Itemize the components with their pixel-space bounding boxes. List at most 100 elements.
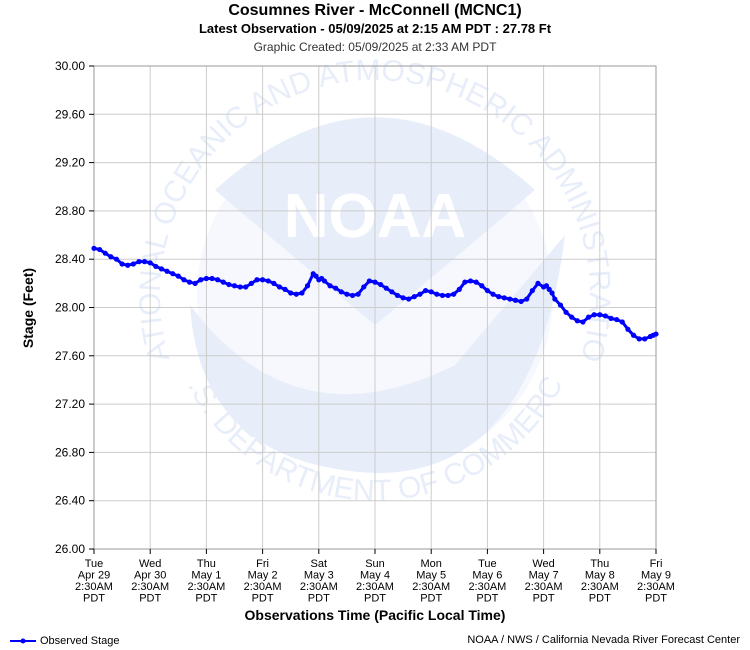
legend-label: Observed Stage — [40, 635, 120, 647]
data-point — [501, 295, 507, 301]
data-point — [614, 316, 620, 323]
data-point — [248, 280, 254, 286]
data-point — [349, 292, 356, 299]
data-point — [445, 292, 451, 299]
data-point — [271, 280, 277, 286]
data-point — [181, 277, 187, 283]
y-tick-label: 26.00 — [55, 542, 85, 556]
data-point — [91, 245, 97, 251]
data-point — [602, 313, 609, 319]
data-point — [153, 263, 159, 270]
x-tick-label: Fri May 2 2:30AM PDT — [244, 558, 282, 605]
data-point — [428, 289, 434, 295]
data-point — [608, 315, 614, 321]
data-point — [113, 256, 120, 262]
data-point — [344, 291, 350, 297]
data-point — [411, 294, 417, 300]
data-point — [372, 279, 378, 285]
data-point — [288, 290, 294, 296]
x-tick-label: Mon May 5 2:30AM PDT — [412, 558, 450, 605]
data-point — [108, 254, 114, 260]
watermark-wave — [190, 235, 565, 474]
data-point — [535, 280, 541, 286]
data-point — [518, 298, 524, 305]
data-point — [597, 312, 603, 318]
data-point — [383, 285, 389, 291]
data-point — [552, 296, 558, 302]
data-point — [293, 291, 299, 297]
data-point — [333, 285, 339, 291]
x-tick-label: Thu May 8 2:30AM PDT — [581, 558, 619, 605]
data-point — [147, 260, 153, 266]
data-point — [625, 326, 631, 332]
data-point — [192, 280, 198, 286]
data-point — [434, 291, 440, 297]
data-point — [630, 332, 637, 338]
data-point — [490, 291, 496, 297]
x-tick-label: Wed May 7 2:30AM PDT — [525, 558, 563, 605]
credit-text: NOAA / NWS / California Nevada River For… — [467, 634, 740, 646]
data-point — [237, 284, 243, 290]
series-line — [93, 246, 657, 341]
data-point — [549, 290, 555, 296]
data-point — [580, 319, 586, 325]
x-tick-label: Sat May 3 2:30AM PDT — [300, 558, 338, 605]
data-point — [186, 279, 193, 285]
data-point — [164, 268, 170, 274]
data-point — [203, 275, 209, 282]
noaa-watermark: NOAANATIONAL OCEANIC AND ATMOSPHERIC ADM… — [0, 0, 616, 508]
data-point — [276, 284, 283, 290]
data-point — [97, 246, 103, 253]
data-point — [338, 289, 344, 295]
y-tick-label: 30.00 — [55, 59, 85, 73]
latest-observation: Latest Observation - 05/09/2025 at 2:15 … — [198, 21, 552, 36]
y-tick-label: 27.20 — [55, 397, 85, 411]
data-point — [355, 291, 361, 297]
y-tick-label: 26.80 — [55, 445, 85, 459]
data-point — [529, 287, 535, 294]
data-point — [327, 283, 333, 289]
data-point — [313, 273, 319, 279]
data-point — [102, 250, 108, 256]
data-point — [254, 277, 260, 283]
data-point — [361, 284, 367, 290]
data-point — [125, 262, 131, 268]
observed-stage-series — [91, 245, 659, 342]
data-point — [231, 283, 238, 289]
data-point — [543, 283, 550, 289]
data-point — [619, 319, 625, 325]
data-point — [389, 289, 395, 295]
data-point — [512, 297, 519, 303]
data-point — [198, 277, 204, 283]
data-point — [585, 314, 592, 320]
data-point — [209, 275, 215, 282]
data-point — [417, 291, 423, 297]
data-point — [451, 291, 457, 297]
x-tick-label: Fri May 9 2:30AM PDT — [637, 558, 675, 605]
y-tick-label: 28.80 — [55, 204, 85, 218]
data-point — [378, 281, 384, 288]
x-tick-label: Wed Apr 30 2:30AM PDT — [131, 558, 169, 605]
data-point — [591, 312, 597, 318]
y-axis-label: Stage (Feet) — [20, 267, 36, 349]
data-point — [574, 318, 580, 324]
y-tick-label: 29.60 — [55, 107, 85, 121]
legend-marker-icon — [10, 638, 36, 644]
data-point — [321, 278, 328, 284]
data-point — [119, 261, 125, 267]
data-point — [439, 292, 446, 299]
data-point — [467, 278, 474, 284]
data-point — [462, 279, 468, 285]
x-tick-label: Tue May 6 2:30AM PDT — [468, 558, 506, 605]
x-tick-label: Sun May 4 2:30AM PDT — [356, 558, 394, 605]
data-point — [136, 259, 142, 265]
data-point — [422, 287, 429, 294]
data-point — [394, 292, 401, 299]
data-point — [479, 283, 485, 289]
data-point — [158, 266, 165, 272]
data-point — [299, 290, 305, 296]
x-tick-label: Tue Apr 29 2:30AM PDT — [75, 558, 113, 605]
y-tick-label: 28.00 — [55, 301, 85, 315]
data-point — [563, 309, 569, 315]
data-point — [653, 331, 659, 337]
